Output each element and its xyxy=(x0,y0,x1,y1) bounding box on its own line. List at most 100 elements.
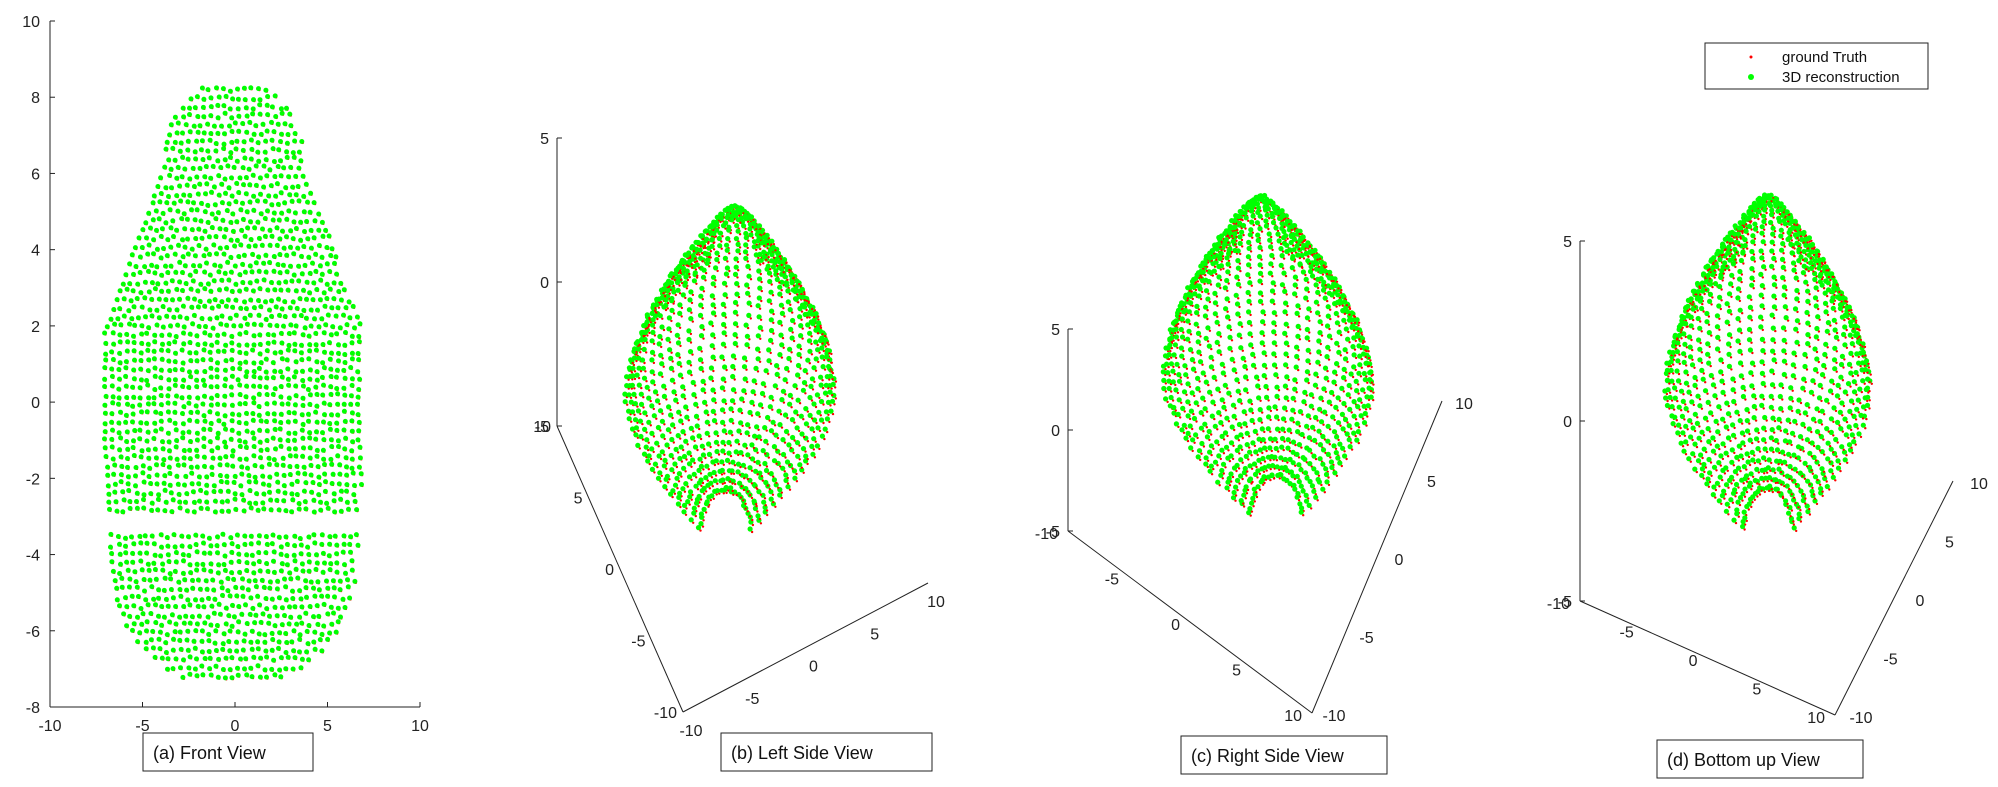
reconstruction-point xyxy=(298,219,304,225)
reconstruction-point xyxy=(244,129,250,135)
reconstruction-point xyxy=(703,236,710,242)
reconstruction-point xyxy=(630,365,636,371)
reconstruction-point xyxy=(208,672,214,678)
reconstruction-point xyxy=(314,391,320,397)
reconstruction-point xyxy=(698,293,704,299)
reconstruction-point xyxy=(269,298,274,304)
reconstruction-point xyxy=(755,258,761,265)
reconstruction-point xyxy=(116,401,121,407)
reconstruction-point xyxy=(200,672,206,678)
reconstruction-point xyxy=(198,281,204,287)
reconstruction-point xyxy=(209,471,215,477)
reconstruction-point xyxy=(235,377,241,383)
reconstruction-point xyxy=(111,341,117,347)
reconstruction-point xyxy=(307,209,313,215)
reconstruction-point xyxy=(316,482,322,487)
reconstruction-point xyxy=(250,605,256,611)
reconstruction-point xyxy=(755,333,761,339)
reconstruction-point xyxy=(143,597,149,603)
reconstruction-point xyxy=(161,246,166,251)
reconstruction-point xyxy=(247,500,253,506)
reconstruction-point xyxy=(326,553,332,559)
reconstruction-point xyxy=(185,251,191,257)
reconstruction-point xyxy=(263,550,269,556)
reconstruction-point xyxy=(199,85,205,91)
reconstruction-point xyxy=(140,227,146,233)
reconstruction-point xyxy=(112,578,118,584)
reconstruction-point xyxy=(203,164,209,169)
reconstruction-point xyxy=(167,207,173,213)
reconstruction-point xyxy=(277,312,282,318)
reconstruction-point xyxy=(134,505,140,511)
reconstruction-point xyxy=(159,347,164,353)
reconstruction-point xyxy=(251,444,257,449)
reconstruction-point xyxy=(239,611,245,617)
reconstruction-point xyxy=(155,184,161,189)
reconstruction-point xyxy=(644,319,650,325)
reconstruction-point xyxy=(167,448,172,454)
reconstruction-point xyxy=(179,543,185,549)
reconstruction-point xyxy=(228,150,234,156)
reconstruction-point xyxy=(155,496,161,502)
reconstruction-point xyxy=(213,141,219,146)
reconstruction-point xyxy=(209,395,214,401)
reconstruction-point xyxy=(205,202,211,208)
reconstruction-point xyxy=(314,377,320,383)
reconstruction-point xyxy=(336,444,341,449)
reconstruction-point xyxy=(244,410,249,416)
reconstruction-point xyxy=(221,141,227,147)
reconstruction-point xyxy=(306,356,312,362)
reconstruction-point xyxy=(179,367,185,373)
reconstruction-point xyxy=(669,298,675,304)
reconstruction-point xyxy=(201,604,207,610)
reconstruction-point xyxy=(802,311,808,318)
reconstruction-point xyxy=(284,105,289,111)
reconstruction-point xyxy=(294,478,300,484)
reconstruction-point xyxy=(168,323,173,329)
reconstruction-point xyxy=(174,307,180,313)
reconstruction-point xyxy=(207,655,213,661)
reconstruction-point xyxy=(278,139,283,144)
reconstruction-point xyxy=(293,393,299,399)
reconstruction-point xyxy=(208,374,214,380)
reconstruction-point xyxy=(163,297,169,303)
reconstruction-point xyxy=(229,333,235,339)
reconstruction-point xyxy=(657,313,663,319)
reconstruction-point xyxy=(234,158,240,164)
reconstruction-point xyxy=(114,508,120,514)
reconstruction-point xyxy=(237,443,243,449)
reconstruction-point xyxy=(308,227,314,233)
reconstruction-point xyxy=(264,674,269,680)
reconstruction-point xyxy=(168,225,174,231)
reconstruction-point xyxy=(179,347,185,353)
reconstruction-point xyxy=(292,446,298,452)
reconstruction-point xyxy=(262,639,268,645)
reconstruction-point xyxy=(328,366,334,372)
reconstruction-point xyxy=(263,138,269,144)
reconstruction-point xyxy=(143,314,148,320)
reconstruction-point xyxy=(236,420,242,425)
reconstruction-point xyxy=(215,550,220,556)
reconstruction-point xyxy=(197,165,203,171)
reconstruction-point xyxy=(129,593,135,599)
reconstruction-point xyxy=(123,419,129,425)
reconstruction-point xyxy=(237,438,243,444)
reconstruction-point xyxy=(248,237,254,242)
reconstruction-point xyxy=(732,271,739,277)
reconstruction-point xyxy=(236,254,242,259)
reconstruction-point xyxy=(706,245,712,251)
reconstruction-point xyxy=(246,243,252,249)
reconstruction-point xyxy=(162,575,168,581)
reconstruction-point xyxy=(820,364,826,370)
reconstruction-point xyxy=(349,333,355,339)
reconstruction-point xyxy=(181,211,187,217)
reconstruction-point xyxy=(250,111,256,117)
reconstruction-point xyxy=(332,509,338,515)
reconstruction-point xyxy=(109,551,115,556)
reconstruction-point xyxy=(746,300,752,306)
reconstruction-point xyxy=(227,315,233,321)
reconstruction-point xyxy=(344,472,350,478)
reconstruction-point xyxy=(677,302,683,308)
reconstruction-point xyxy=(163,280,169,286)
